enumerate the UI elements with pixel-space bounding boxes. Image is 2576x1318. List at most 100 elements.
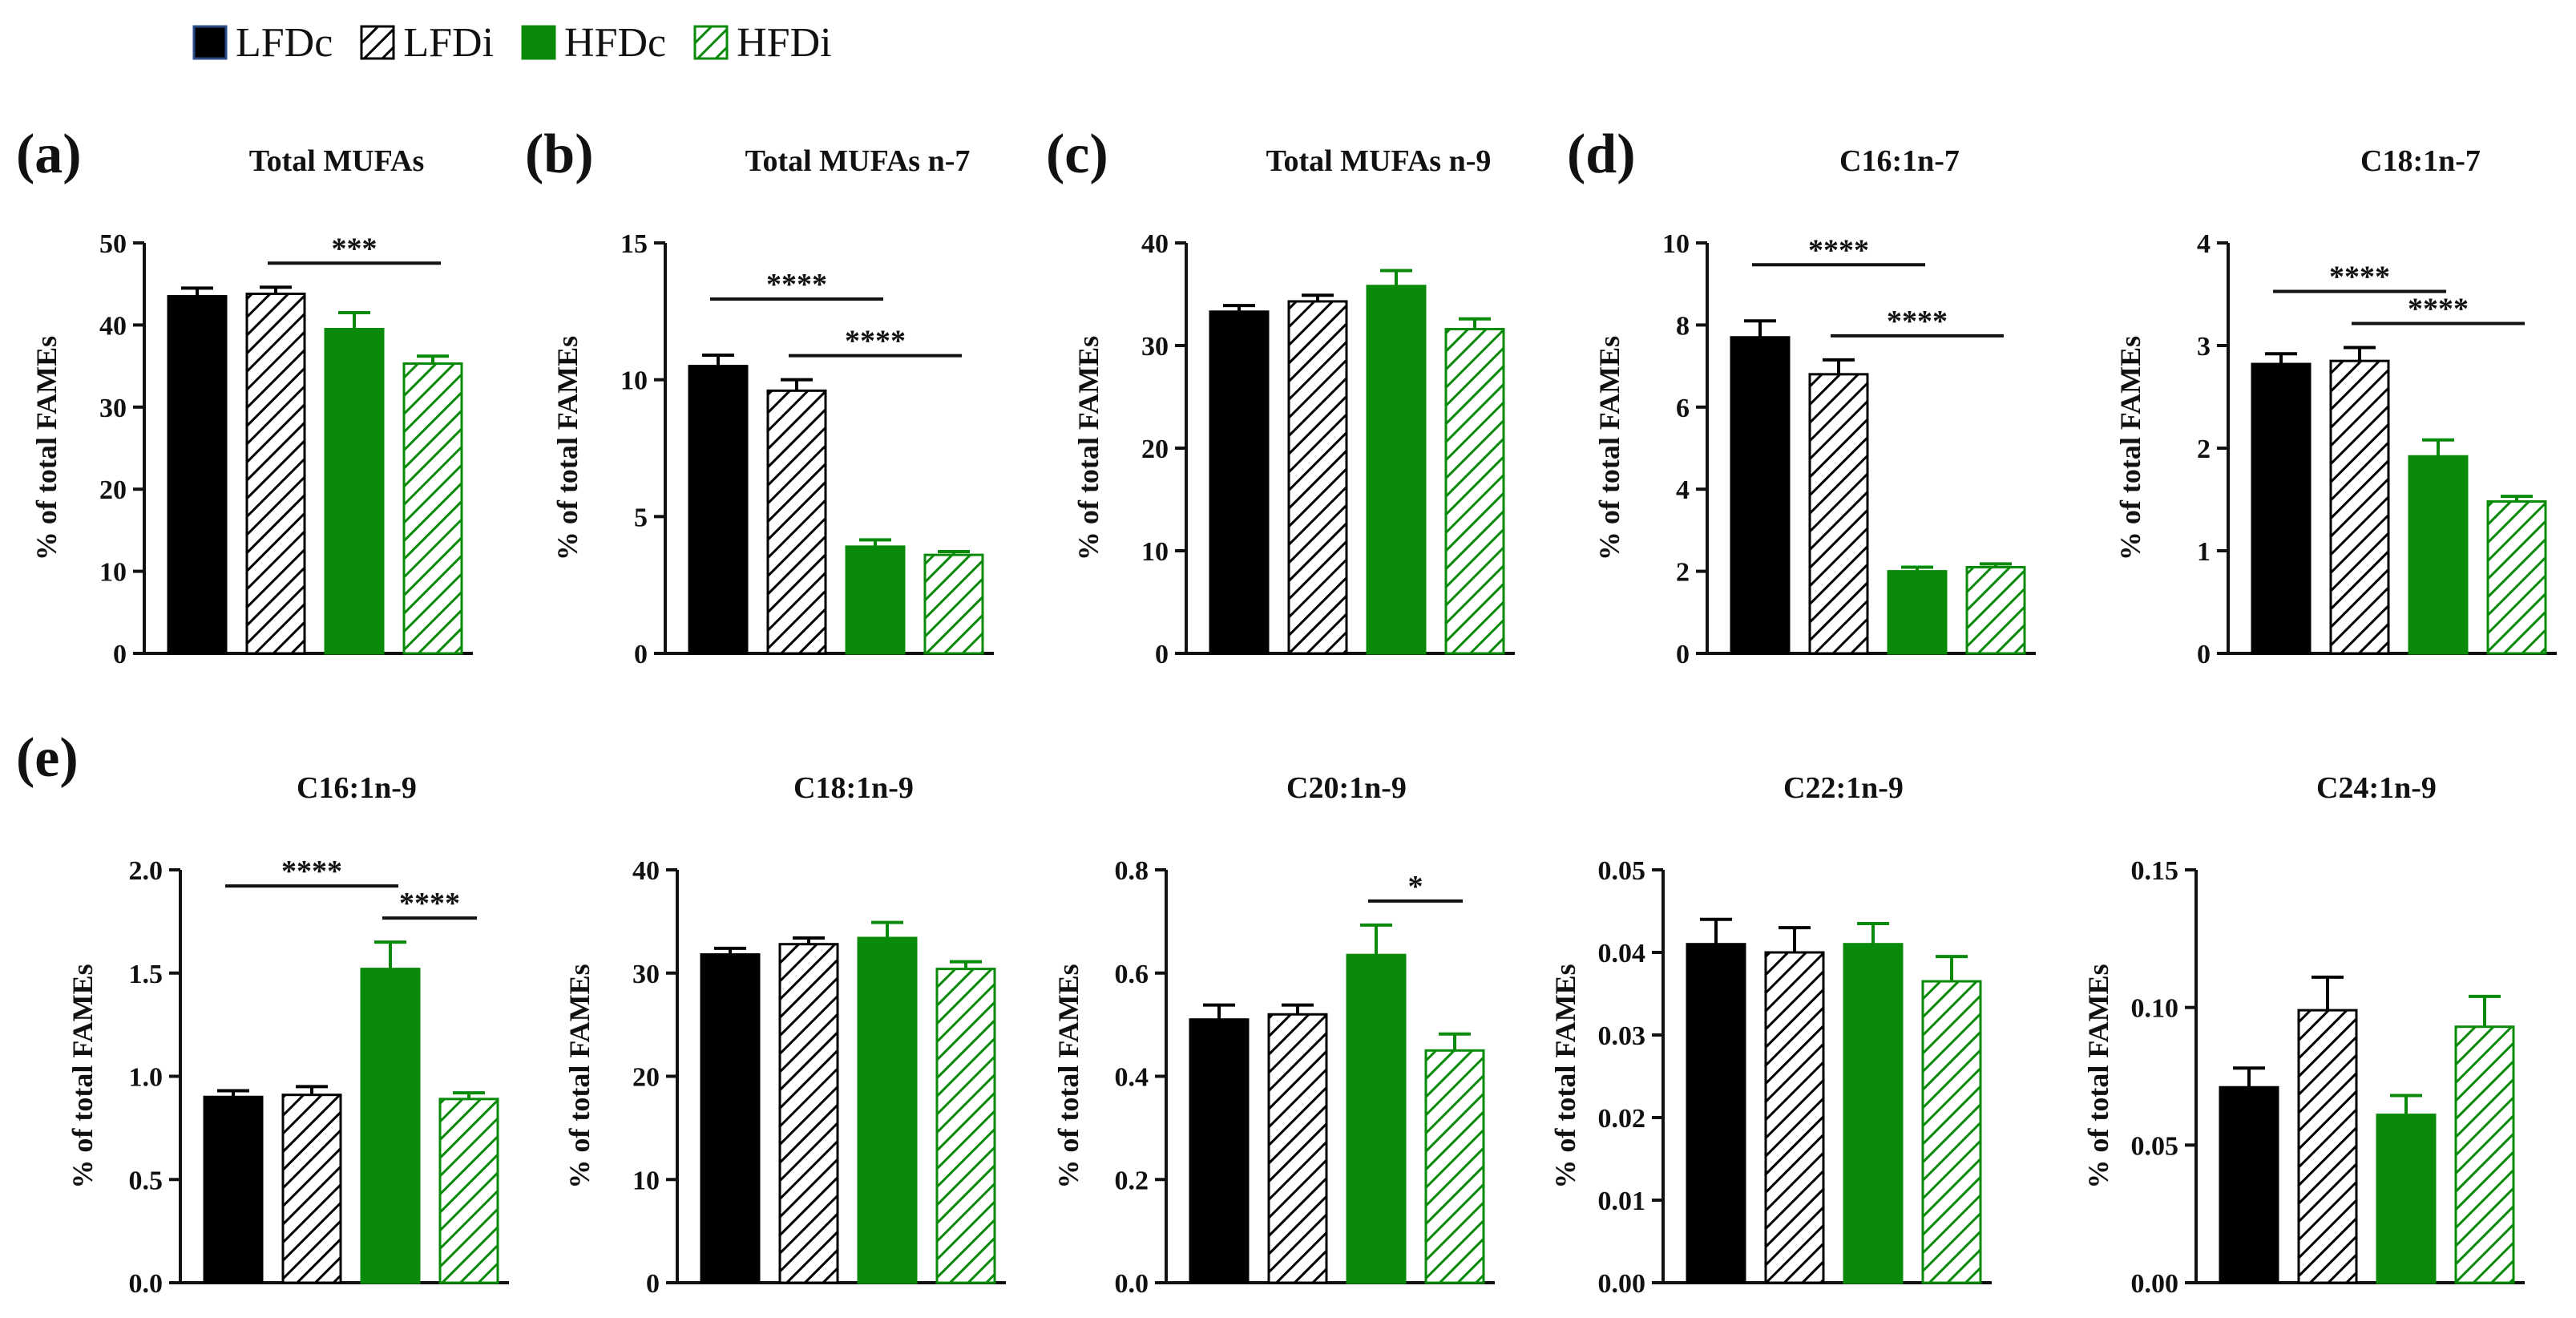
y-tick-label: 3 bbox=[2197, 332, 2211, 362]
bar-hfdi bbox=[2454, 1025, 2515, 1284]
y-tick-label: 0.00 bbox=[2131, 1269, 2179, 1299]
y-tick-label: 0.2 bbox=[1115, 1166, 1149, 1195]
chart-title: Total MUFAs n-9 bbox=[1266, 144, 1492, 178]
bar-lfdi bbox=[245, 292, 306, 655]
chart-title: C22:1n-9 bbox=[1783, 771, 1904, 805]
panel-label: (b) bbox=[525, 123, 594, 185]
bar-lfdi bbox=[1267, 1013, 1328, 1284]
legend-label: HFDc bbox=[564, 19, 667, 66]
y-axis-label: % of total FAMEs bbox=[1593, 336, 1625, 560]
y-tick-label: 0.05 bbox=[1598, 856, 1646, 886]
significance-label: * bbox=[1408, 870, 1423, 904]
chart-c18-1n-9: C18:1n-9 % of total FAMEs 0 10 20 30 40 bbox=[563, 771, 1006, 1299]
significance-label: **** bbox=[766, 268, 827, 301]
chart-c22-1n-9: C22:1n-9 % of total FAMEs 0.00 0.01 0.02 0.03… bbox=[1549, 771, 1992, 1299]
y-tick-label: 4 bbox=[2197, 229, 2211, 259]
bar-hfdc bbox=[1887, 570, 1948, 655]
bar-lfdc bbox=[700, 953, 761, 1284]
legend-item-hfdc: HFDc bbox=[521, 19, 666, 67]
y-tick-label: 5 bbox=[634, 503, 648, 532]
panel-label: (c) bbox=[1046, 123, 1108, 185]
significance-label: **** bbox=[1887, 305, 1948, 338]
y-axis-label: % of total FAMEs bbox=[551, 336, 583, 560]
panel-label: (a) bbox=[16, 123, 82, 185]
bar-lfdc bbox=[2219, 1086, 2279, 1284]
y-tick-label: 0.6 bbox=[1115, 960, 1149, 989]
bar-hfdi bbox=[1444, 328, 1505, 655]
bar-lfdc bbox=[1189, 1018, 1250, 1284]
legend-item-hfdi: HFDi bbox=[693, 19, 832, 67]
y-tick-label: 0.03 bbox=[1598, 1021, 1646, 1051]
bar-lfdc bbox=[1730, 336, 1791, 655]
chart-total-mufas-n-7: (b) Total MUFAs n-7 % of total FAMEs 0 5 10 15… bbox=[525, 123, 994, 669]
chart-title: C16:1n-7 bbox=[1839, 144, 1960, 178]
panel-label: (e) bbox=[16, 727, 79, 789]
y-tick-label: 20 bbox=[1141, 435, 1169, 464]
y-tick-label: 0.4 bbox=[1115, 1063, 1149, 1093]
legend-swatch bbox=[693, 25, 729, 60]
y-axis-label: % of total FAMEs bbox=[1072, 336, 1104, 560]
y-tick-label: 0.8 bbox=[1115, 856, 1149, 886]
chart-title: C24:1n-9 bbox=[2316, 771, 2437, 805]
y-tick-label: 0 bbox=[113, 640, 127, 669]
bar-hfdi bbox=[923, 553, 984, 655]
y-tick-label: 0.10 bbox=[2131, 994, 2179, 1024]
bar-lfdc bbox=[167, 295, 228, 655]
y-tick-label: 1.5 bbox=[129, 960, 164, 989]
bar-hfdc bbox=[1843, 943, 1904, 1284]
y-tick-label: 40 bbox=[632, 856, 660, 886]
chart-title: C18:1n-9 bbox=[793, 771, 914, 805]
bar-lfdc bbox=[1209, 310, 1270, 655]
bar-lfdi bbox=[766, 389, 827, 655]
significance-label: **** bbox=[399, 887, 460, 920]
y-tick-label: 0 bbox=[2197, 640, 2211, 669]
bar-hfdi bbox=[402, 362, 463, 655]
y-tick-label: 0.05 bbox=[2131, 1131, 2179, 1161]
bar-hfdc bbox=[1346, 953, 1407, 1284]
bar-lfdc bbox=[203, 1095, 264, 1284]
y-tick-label: 40 bbox=[1141, 229, 1169, 259]
y-tick-label: 15 bbox=[620, 229, 648, 259]
chart-c18-1n-7: C18:1n-7 % of total FAMEs 0 1 2 3 4 **** **** bbox=[2114, 144, 2557, 669]
chart-c24-1n-9: C24:1n-9 % of total FAMEs 0.00 0.05 0.10 0.15 bbox=[2082, 771, 2525, 1299]
chart-c16-1n-7: (d) C16:1n-7 % of total FAMEs 0 2 4 6 8 10 **** **… bbox=[1567, 123, 2036, 669]
significance-label: **** bbox=[1808, 233, 1869, 267]
bar-lfdi bbox=[1287, 300, 1348, 655]
y-tick-label: 1.0 bbox=[129, 1063, 164, 1093]
y-tick-label: 30 bbox=[1141, 332, 1169, 362]
bar-hfdc bbox=[2376, 1114, 2437, 1284]
y-tick-label: 8 bbox=[1676, 311, 1690, 341]
bar-hfdc bbox=[857, 936, 918, 1284]
y-tick-label: 0 bbox=[1155, 640, 1169, 669]
chart-c20-1n-9: C20:1n-9 % of total FAMEs 0.0 0.2 0.4 0.6 0.8 * bbox=[1052, 771, 1495, 1299]
bar-hfdc bbox=[360, 968, 421, 1284]
y-tick-label: 0 bbox=[646, 1269, 660, 1299]
bar-hfdc bbox=[324, 328, 385, 655]
bar-hfdi bbox=[1921, 980, 1982, 1284]
bar-hfdc bbox=[845, 545, 906, 655]
bar-lfdc bbox=[1686, 943, 1746, 1284]
chart-total-mufas-n-9: (c) Total MUFAs n-9 % of total FAMEs 0 10 20 3… bbox=[1046, 123, 1515, 669]
y-tick-label: 30 bbox=[632, 960, 660, 989]
bar-hfdi bbox=[438, 1098, 499, 1284]
y-tick-label: 20 bbox=[99, 475, 127, 505]
chart-title: Total MUFAs bbox=[249, 144, 425, 178]
chart-c16-1n-9: (e) C16:1n-9 % of total FAMEs 0.0 0.5 1.0 1.5 2… bbox=[16, 727, 509, 1299]
bar-lfdc bbox=[2251, 362, 2312, 655]
y-tick-label: 2 bbox=[1676, 558, 1690, 588]
significance-label: **** bbox=[2329, 261, 2390, 294]
bar-lfdi bbox=[1808, 373, 1869, 655]
bar-lfdc bbox=[688, 365, 749, 655]
bar-hfdc bbox=[2408, 455, 2469, 655]
legend-label: HFDi bbox=[737, 19, 832, 66]
legend: LFDc LFDi HFDc HFDi bbox=[192, 14, 832, 71]
bar-hfdi bbox=[2486, 500, 2547, 655]
panel-label: (d) bbox=[1567, 123, 1636, 185]
y-tick-label: 0 bbox=[1676, 640, 1690, 669]
y-tick-label: 0.0 bbox=[129, 1269, 164, 1299]
y-tick-label: 0.02 bbox=[1598, 1104, 1646, 1134]
significance-label: *** bbox=[332, 232, 378, 265]
y-tick-label: 0.01 bbox=[1598, 1187, 1646, 1216]
bar-hfdc bbox=[1366, 285, 1427, 655]
